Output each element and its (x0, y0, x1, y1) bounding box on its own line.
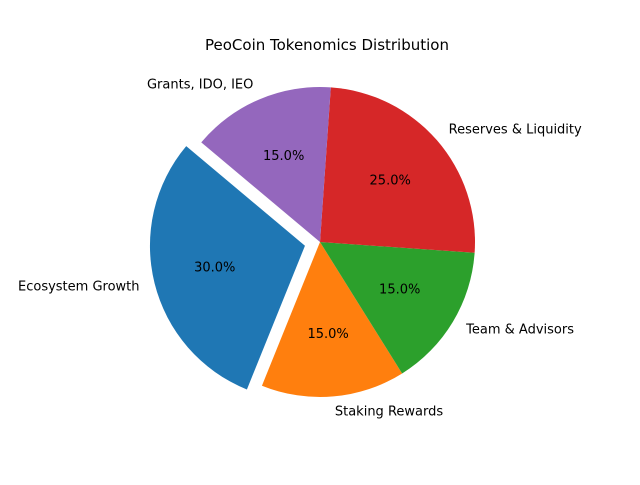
pie-slice-grants-ido-ieo (201, 87, 331, 242)
slice-label-reserves-liquidity: Reserves & Liquidity (449, 123, 582, 138)
pct-label-reserves-liquidity: 25.0% (370, 173, 411, 188)
pct-label-staking-rewards: 15.0% (307, 327, 348, 342)
slice-label-staking-rewards: Staking Rewards (335, 404, 443, 419)
chart-title: PeoCoin Tokenomics Distribution (205, 36, 449, 54)
slice-label-grants-ido-ieo: Grants, IDO, IEO (147, 78, 253, 93)
pie-slices (149, 87, 476, 397)
slice-label-ecosystem-growth: Ecosystem Growth (18, 279, 140, 294)
pct-label-grants-ido-ieo: 15.0% (263, 149, 304, 164)
pie-slice-reserves-liquidity (320, 87, 476, 253)
slice-label-team-advisors: Team & Advisors (465, 322, 574, 337)
pie-slice-staking-rewards (261, 242, 403, 397)
pie-slice-team-advisors (320, 242, 475, 374)
pct-label-ecosystem-growth: 30.0% (194, 261, 235, 276)
pct-label-team-advisors: 15.0% (379, 282, 420, 297)
pie-labels: 30.0% Ecosystem Growth 15.0% Staking Reward… (18, 78, 582, 420)
pie-slice-ecosystem-growth (149, 146, 305, 390)
